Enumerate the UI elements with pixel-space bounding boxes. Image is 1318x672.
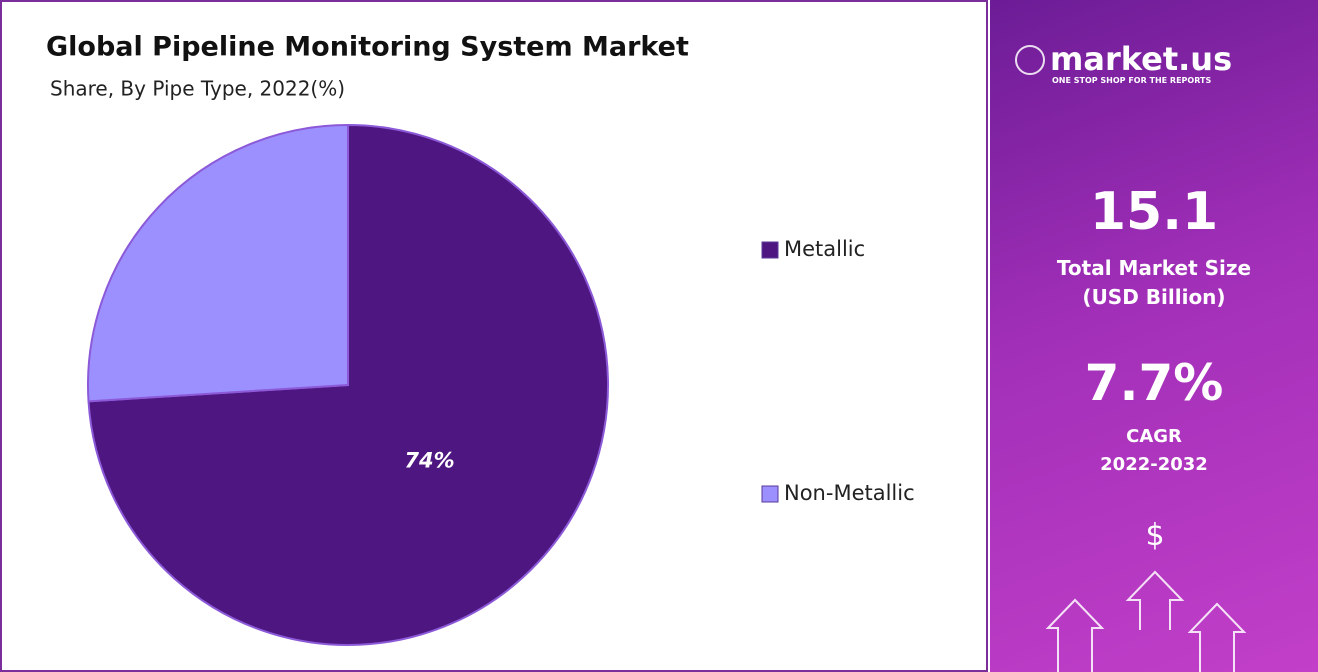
legend-swatch [761,485,779,503]
panel-decor: $ [1015,45,1247,672]
dollar-icon: $ [1145,518,1164,553]
logo-icon [1015,45,1045,75]
arrow-icon [1187,602,1247,672]
market-size-unit: (USD Billion) [1082,285,1226,309]
data-label: 74% [404,449,454,473]
cagr-label: CAGR [1126,426,1182,447]
chart-subtitle: Share, By Pipe Type, 2022(%) [50,77,345,101]
legend-label: Non-Metallic [784,481,915,505]
brand: market.us [1050,40,1233,78]
chart: Global Pipeline Monitoring System Market… [46,32,915,646]
pie-slice [87,123,349,403]
market-size: 15.1 [1089,182,1219,242]
legend-label: Metallic [784,237,865,261]
tagline: ONE STOP SHOP FOR THE REPORTS [1052,76,1212,85]
cagr-period: 2022-2032 [1100,454,1208,475]
side-panel: $ market.us ONE STOP SHOP FOR THE REPORT… [990,0,1318,672]
chart-area: Global Pipeline Monitoring System Market… [0,0,988,672]
legend-swatch [761,241,779,259]
market-size-label: Total Market Size [1056,256,1252,280]
cagr: 7.7% [1084,354,1224,412]
chart-title: Global Pipeline Monitoring System Market [46,32,689,63]
arrow-icon [1045,598,1105,672]
arrow-icon [1125,570,1185,630]
